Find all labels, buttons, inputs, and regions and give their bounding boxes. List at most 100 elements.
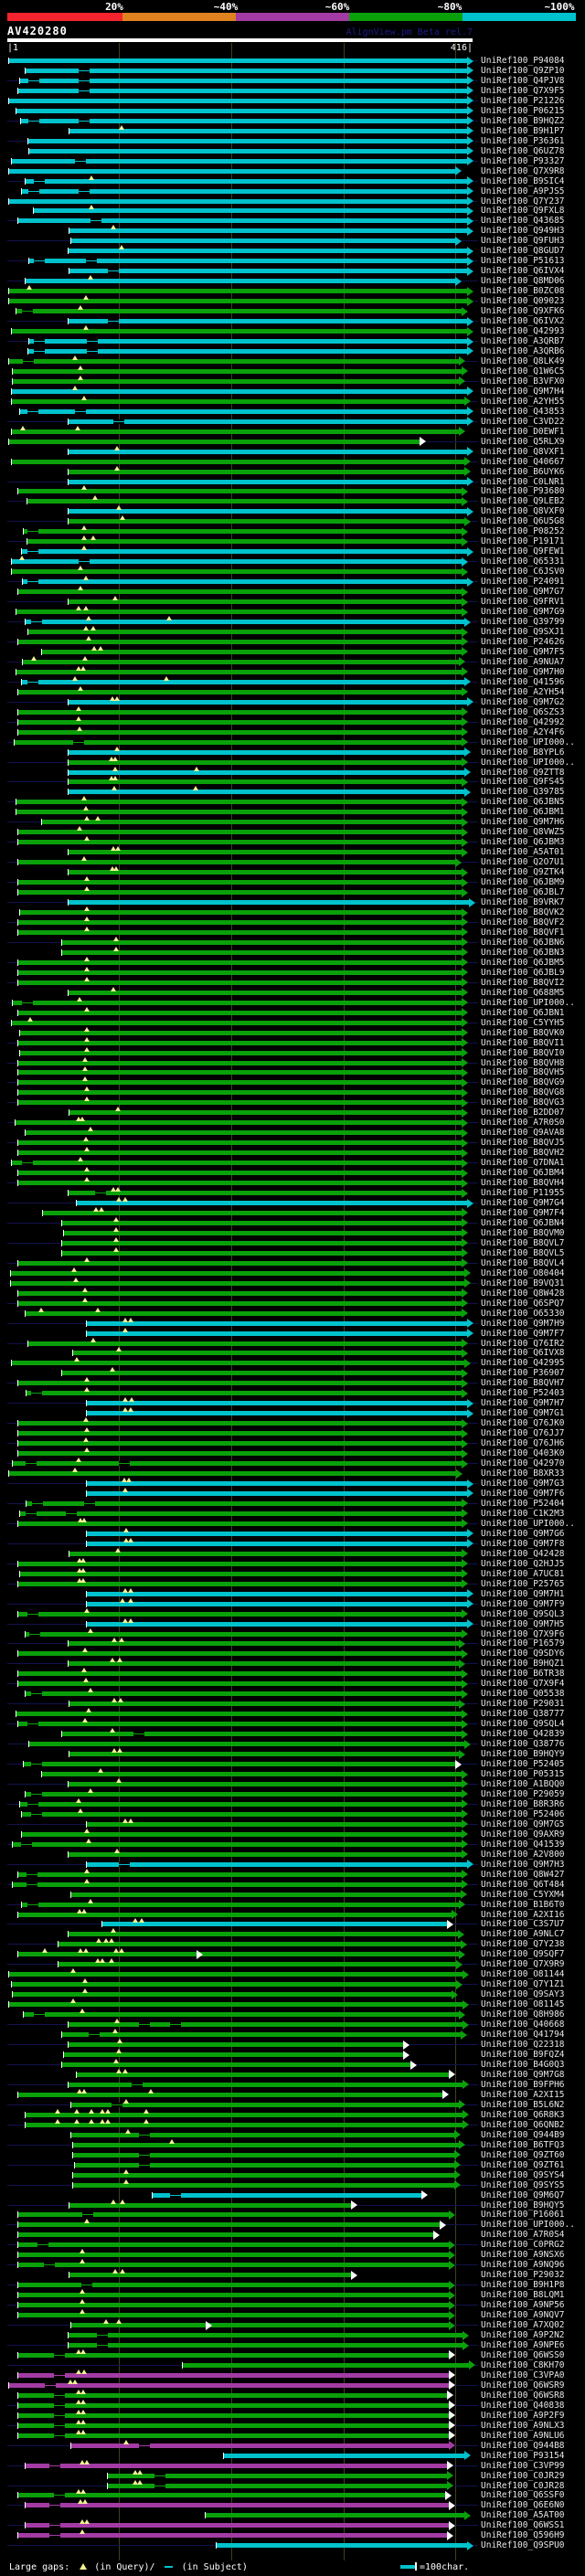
- hit-label[interactable]: UniRef100_Q2HJJ5: [481, 1558, 565, 1569]
- alignment-bar[interactable]: [20, 1801, 462, 1807]
- alignment-bar[interactable]: [87, 1320, 467, 1326]
- alignment-bar[interactable]: [69, 900, 469, 906]
- hit-label[interactable]: UniRef100_O80404: [481, 1267, 565, 1278]
- alignment-bar[interactable]: [18, 2422, 449, 2428]
- alignment-bar[interactable]: [9, 439, 420, 444]
- hit-label[interactable]: UniRef100_Q9M7H5: [481, 1618, 565, 1629]
- alignment-bar[interactable]: [20, 408, 467, 414]
- alignment-bar[interactable]: [22, 549, 467, 555]
- alignment-bar[interactable]: [18, 1521, 462, 1526]
- hit-label[interactable]: UniRef100_Q9FXL8: [481, 206, 565, 217]
- alignment-bar[interactable]: [18, 1421, 462, 1426]
- alignment-bar[interactable]: [9, 198, 467, 204]
- alignment-bar[interactable]: [18, 1181, 462, 1186]
- hit-label[interactable]: UniRef100_O81144: [481, 1969, 565, 1980]
- alignment-bar[interactable]: [9, 2382, 449, 2388]
- hit-label[interactable]: UniRef100_Q6JBN5: [481, 797, 565, 808]
- hit-label[interactable]: UniRef100_P19171: [481, 536, 565, 547]
- alignment-bar[interactable]: [69, 2343, 463, 2348]
- alignment-bar[interactable]: [18, 1140, 462, 1146]
- hit-label[interactable]: UniRef100_B8QVJ5: [481, 1138, 565, 1149]
- hit-label[interactable]: UniRef100_B8QVK2: [481, 907, 565, 918]
- alignment-bar[interactable]: [18, 1100, 462, 1106]
- alignment-bar[interactable]: [15, 739, 462, 745]
- alignment-bar[interactable]: [69, 990, 462, 995]
- hit-label[interactable]: UniRef100_P29031: [481, 1699, 565, 1710]
- alignment-bar[interactable]: [18, 2293, 449, 2298]
- hit-label[interactable]: UniRef100_P06215: [481, 105, 565, 116]
- alignment-bar[interactable]: [102, 1922, 447, 1927]
- alignment-bar[interactable]: [18, 218, 467, 224]
- hit-label[interactable]: UniRef100_O65330: [481, 1308, 565, 1319]
- alignment-bar[interactable]: [26, 2523, 449, 2528]
- hit-label[interactable]: UniRef100_P52405: [481, 1759, 565, 1770]
- hit-label[interactable]: UniRef100_Q43685: [481, 216, 565, 227]
- alignment-bar[interactable]: [62, 1732, 462, 1737]
- alignment-bar[interactable]: [16, 108, 467, 113]
- hit-label[interactable]: UniRef100_P52406: [481, 1808, 565, 1819]
- alignment-bar[interactable]: [26, 2503, 449, 2508]
- alignment-bar[interactable]: [11, 1280, 464, 1286]
- alignment-bar[interactable]: [20, 1050, 462, 1055]
- alignment-bar[interactable]: [18, 2232, 433, 2238]
- hit-label[interactable]: UniRef100_A9PJS5: [481, 186, 565, 196]
- hit-label[interactable]: UniRef100_UPI000..: [481, 1518, 575, 1529]
- alignment-bar[interactable]: [13, 1992, 452, 1998]
- alignment-bar[interactable]: [64, 1230, 462, 1235]
- hit-label[interactable]: UniRef100_B9VQ31: [481, 1277, 565, 1288]
- hit-label[interactable]: UniRef100_P36907: [481, 1368, 565, 1379]
- hit-label[interactable]: UniRef100_A7R0S0: [481, 1118, 565, 1129]
- hit-label[interactable]: UniRef100_Q9M7G4: [481, 1198, 565, 1208]
- hit-label[interactable]: UniRef100_Q9SDY6: [481, 1648, 565, 1659]
- alignment-bar[interactable]: [71, 2323, 449, 2328]
- hit-label[interactable]: UniRef100_C6JSV0: [481, 567, 565, 578]
- hit-label[interactable]: UniRef100_C3VD22: [481, 416, 565, 427]
- hit-label[interactable]: UniRef100_B8QVI2: [481, 977, 565, 988]
- alignment-bar[interactable]: [18, 2352, 449, 2358]
- hit-label[interactable]: UniRef100_P94084: [481, 56, 565, 66]
- alignment-bar[interactable]: [18, 980, 462, 985]
- hit-label[interactable]: UniRef100_Q9FRV1: [481, 597, 565, 608]
- alignment-bar[interactable]: [23, 579, 467, 585]
- alignment-bar[interactable]: [18, 2412, 449, 2418]
- hit-label[interactable]: UniRef100_A2XI15: [481, 2089, 565, 2100]
- hit-label[interactable]: UniRef100_Q949H3: [481, 226, 565, 237]
- hit-label[interactable]: UniRef100_Q9FUH3: [481, 236, 565, 247]
- hit-label[interactable]: UniRef100_B8QVL5: [481, 1247, 565, 1258]
- alignment-bar[interactable]: [18, 709, 462, 715]
- alignment-bar[interactable]: [71, 1892, 461, 1897]
- hit-label[interactable]: UniRef100_Q596H9: [481, 2530, 565, 2541]
- alignment-bar[interactable]: [18, 1381, 462, 1386]
- alignment-bar[interactable]: [13, 1461, 462, 1467]
- hit-label[interactable]: UniRef100_Q42993: [481, 326, 565, 337]
- alignment-bar[interactable]: [18, 1722, 462, 1727]
- hit-label[interactable]: UniRef100_Q6JBN3: [481, 947, 565, 958]
- hit-label[interactable]: UniRef100_Q76JH6: [481, 1438, 565, 1449]
- hit-label[interactable]: UniRef100_Q8H986: [481, 2009, 565, 2020]
- alignment-bar[interactable]: [69, 1191, 462, 1196]
- alignment-bar[interactable]: [26, 2463, 447, 2468]
- alignment-bar[interactable]: [87, 1821, 462, 1827]
- alignment-bar[interactable]: [12, 1361, 464, 1366]
- alignment-bar[interactable]: [13, 1882, 462, 1887]
- hit-label[interactable]: UniRef100_A9NSX6: [481, 2250, 565, 2261]
- hit-label[interactable]: UniRef100_Q6SPQ7: [481, 1298, 565, 1309]
- alignment-bar[interactable]: [22, 1811, 462, 1817]
- alignment-bar[interactable]: [27, 499, 462, 504]
- alignment-bar[interactable]: [12, 429, 459, 434]
- hit-label[interactable]: UniRef100_Q8W428: [481, 1288, 565, 1299]
- alignment-bar[interactable]: [73, 2182, 454, 2188]
- hit-label[interactable]: UniRef100_Q9M7G8: [481, 2069, 565, 2080]
- hit-label[interactable]: UniRef100_Q9LEB2: [481, 496, 565, 507]
- alignment-bar[interactable]: [224, 2453, 464, 2458]
- hit-label[interactable]: UniRef100_Q403K0: [481, 1448, 565, 1459]
- alignment-bar[interactable]: [18, 1681, 462, 1687]
- alignment-bar[interactable]: [73, 1351, 462, 1356]
- alignment-bar[interactable]: [9, 2002, 463, 2008]
- hit-label[interactable]: UniRef100_Q41794: [481, 2030, 565, 2041]
- hit-label[interactable]: UniRef100_C0JR28: [481, 2480, 565, 2491]
- alignment-bar[interactable]: [18, 959, 462, 965]
- alignment-bar[interactable]: [27, 1391, 462, 1396]
- hit-label[interactable]: UniRef100_B8QVL4: [481, 1257, 565, 1268]
- hit-label[interactable]: UniRef100_B9H1P8: [481, 2280, 565, 2291]
